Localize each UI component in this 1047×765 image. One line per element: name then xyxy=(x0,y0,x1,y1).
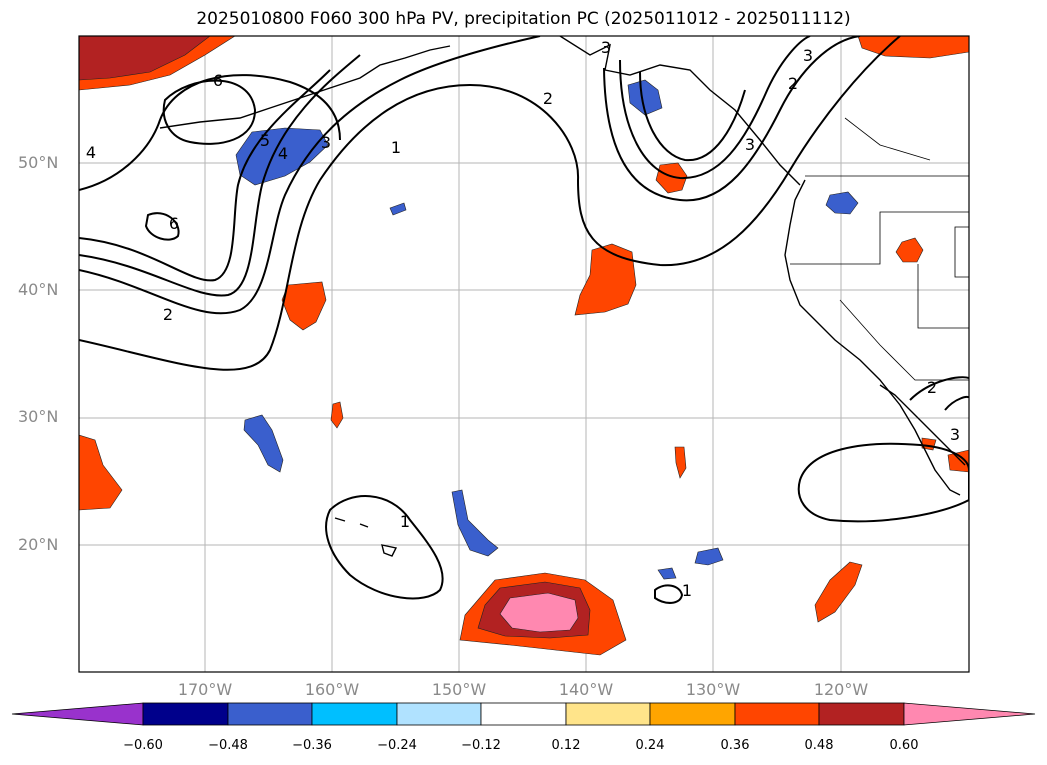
contour-4 xyxy=(79,69,331,282)
map-frame xyxy=(78,35,970,673)
contour-label: 3 xyxy=(601,38,611,57)
contour-1 xyxy=(79,36,901,371)
colorbar-segment xyxy=(734,702,820,726)
colorbar-segment xyxy=(480,702,567,726)
precip-core-nw-corner xyxy=(79,36,211,81)
contour-label: 5 xyxy=(260,131,270,150)
lat-label: 40°N xyxy=(18,280,59,299)
precip-neg-30n-165w xyxy=(243,414,284,473)
contour-label: 3 xyxy=(745,135,755,154)
precip-neg-55n-135w xyxy=(627,79,663,116)
coastlines xyxy=(159,36,966,557)
contour-label: 4 xyxy=(86,143,96,162)
precip-area-ne-corner xyxy=(857,36,969,59)
hawaii-islands xyxy=(334,517,398,557)
colorbar-segment xyxy=(311,702,398,726)
colorbar-tick-label: −0.12 xyxy=(461,738,501,753)
map-title: 2025010800 F060 300 hPa PV, precipitatio… xyxy=(196,9,851,29)
colorbar-tick-label: −0.36 xyxy=(292,738,332,753)
precip-area-43n-140w xyxy=(574,243,637,316)
precip-peak-15n-145w xyxy=(499,592,579,633)
contour-2-southeast xyxy=(909,376,969,401)
colorbar-segment xyxy=(649,702,736,726)
lon-label: 160°W xyxy=(304,680,360,699)
contour-5 xyxy=(79,74,341,191)
colorbar-tick-label: −0.60 xyxy=(123,738,163,753)
contour-3 xyxy=(79,54,361,297)
contour-small-loop xyxy=(654,584,684,604)
contour-labels: 6 4 5 4 3 1 2 2 3 3 6 2 1 1 2 3 3 xyxy=(86,38,960,600)
contour-label: 3 xyxy=(803,46,813,65)
north-america-coast xyxy=(784,179,961,496)
colorbar-segment xyxy=(227,702,313,726)
contour-6-low xyxy=(162,79,257,145)
contour-label: 4 xyxy=(278,144,288,163)
precip-area-west-edge xyxy=(79,434,123,511)
colorbar-tick-label: −0.24 xyxy=(377,738,417,753)
colorbar-tick-label: −0.48 xyxy=(208,738,248,753)
lon-label: 150°W xyxy=(431,680,487,699)
contour-label: 6 xyxy=(213,71,223,90)
contour-label: 6 xyxy=(169,214,179,233)
alaska-mainland xyxy=(559,36,801,186)
colorbar-tick-label: 0.24 xyxy=(635,738,665,753)
colorbar-segment xyxy=(142,702,229,726)
lat-label: 30°N xyxy=(18,407,59,426)
colorbar-extend-high xyxy=(903,702,1036,726)
precip-neg-18n-135w xyxy=(657,567,677,580)
lon-label: 120°W xyxy=(813,680,869,699)
pv-contours xyxy=(79,36,969,604)
contour-label: 1 xyxy=(391,138,401,157)
lon-label: 170°W xyxy=(177,680,233,699)
precip-positive-areas xyxy=(79,36,969,656)
contour-1-hawaii xyxy=(325,495,444,600)
colorbar-tick-label: 0.48 xyxy=(804,738,834,753)
precip-area-baja-tip xyxy=(947,449,969,473)
colorbar-segment xyxy=(396,702,482,726)
contour-3-east xyxy=(619,36,811,180)
colorbar-extend-low xyxy=(11,702,144,726)
colorbar-tick-label: 0.36 xyxy=(720,738,750,753)
precip-area-42n-116w xyxy=(895,237,924,263)
contour-4-east xyxy=(639,71,746,162)
contour-label: 3 xyxy=(321,133,331,152)
contour-label: 1 xyxy=(682,581,692,600)
lat-label: 50°N xyxy=(18,153,59,172)
precip-area-27n-133w xyxy=(674,446,687,479)
contour-6-small xyxy=(144,212,180,241)
contour-label: 3 xyxy=(950,425,960,444)
lon-label: 130°W xyxy=(685,680,741,699)
contour-label: 1 xyxy=(400,512,410,531)
contour-1-southeast xyxy=(797,442,969,523)
colorbar-tick-label: 0.12 xyxy=(551,738,581,753)
precip-area-17n-120w xyxy=(814,561,863,623)
precip-area-30n-160w xyxy=(330,401,344,429)
precip-neg-20n-130w xyxy=(694,547,724,566)
contour-2 xyxy=(79,36,541,315)
alaska-aleutians xyxy=(159,45,451,129)
precip-neg-46n-153w xyxy=(389,202,407,216)
precip-area-48n-134w xyxy=(655,162,688,194)
colorbar-segment xyxy=(818,702,905,726)
precip-neg-46n-120w xyxy=(825,191,859,215)
contour-label: 2 xyxy=(163,305,173,324)
contour-label: 2 xyxy=(543,89,553,108)
lat-label: 20°N xyxy=(18,535,59,554)
colorbar xyxy=(11,702,1036,726)
contour-label: 2 xyxy=(927,378,937,397)
contour-2-east xyxy=(603,36,861,202)
lon-label: 140°W xyxy=(558,680,614,699)
precip-neg-22n-150w xyxy=(451,489,499,557)
colorbar-segment xyxy=(565,702,651,726)
colorbar-tick-label: 0.60 xyxy=(889,738,919,753)
contour-label: 2 xyxy=(788,74,798,93)
graticule xyxy=(79,36,969,672)
